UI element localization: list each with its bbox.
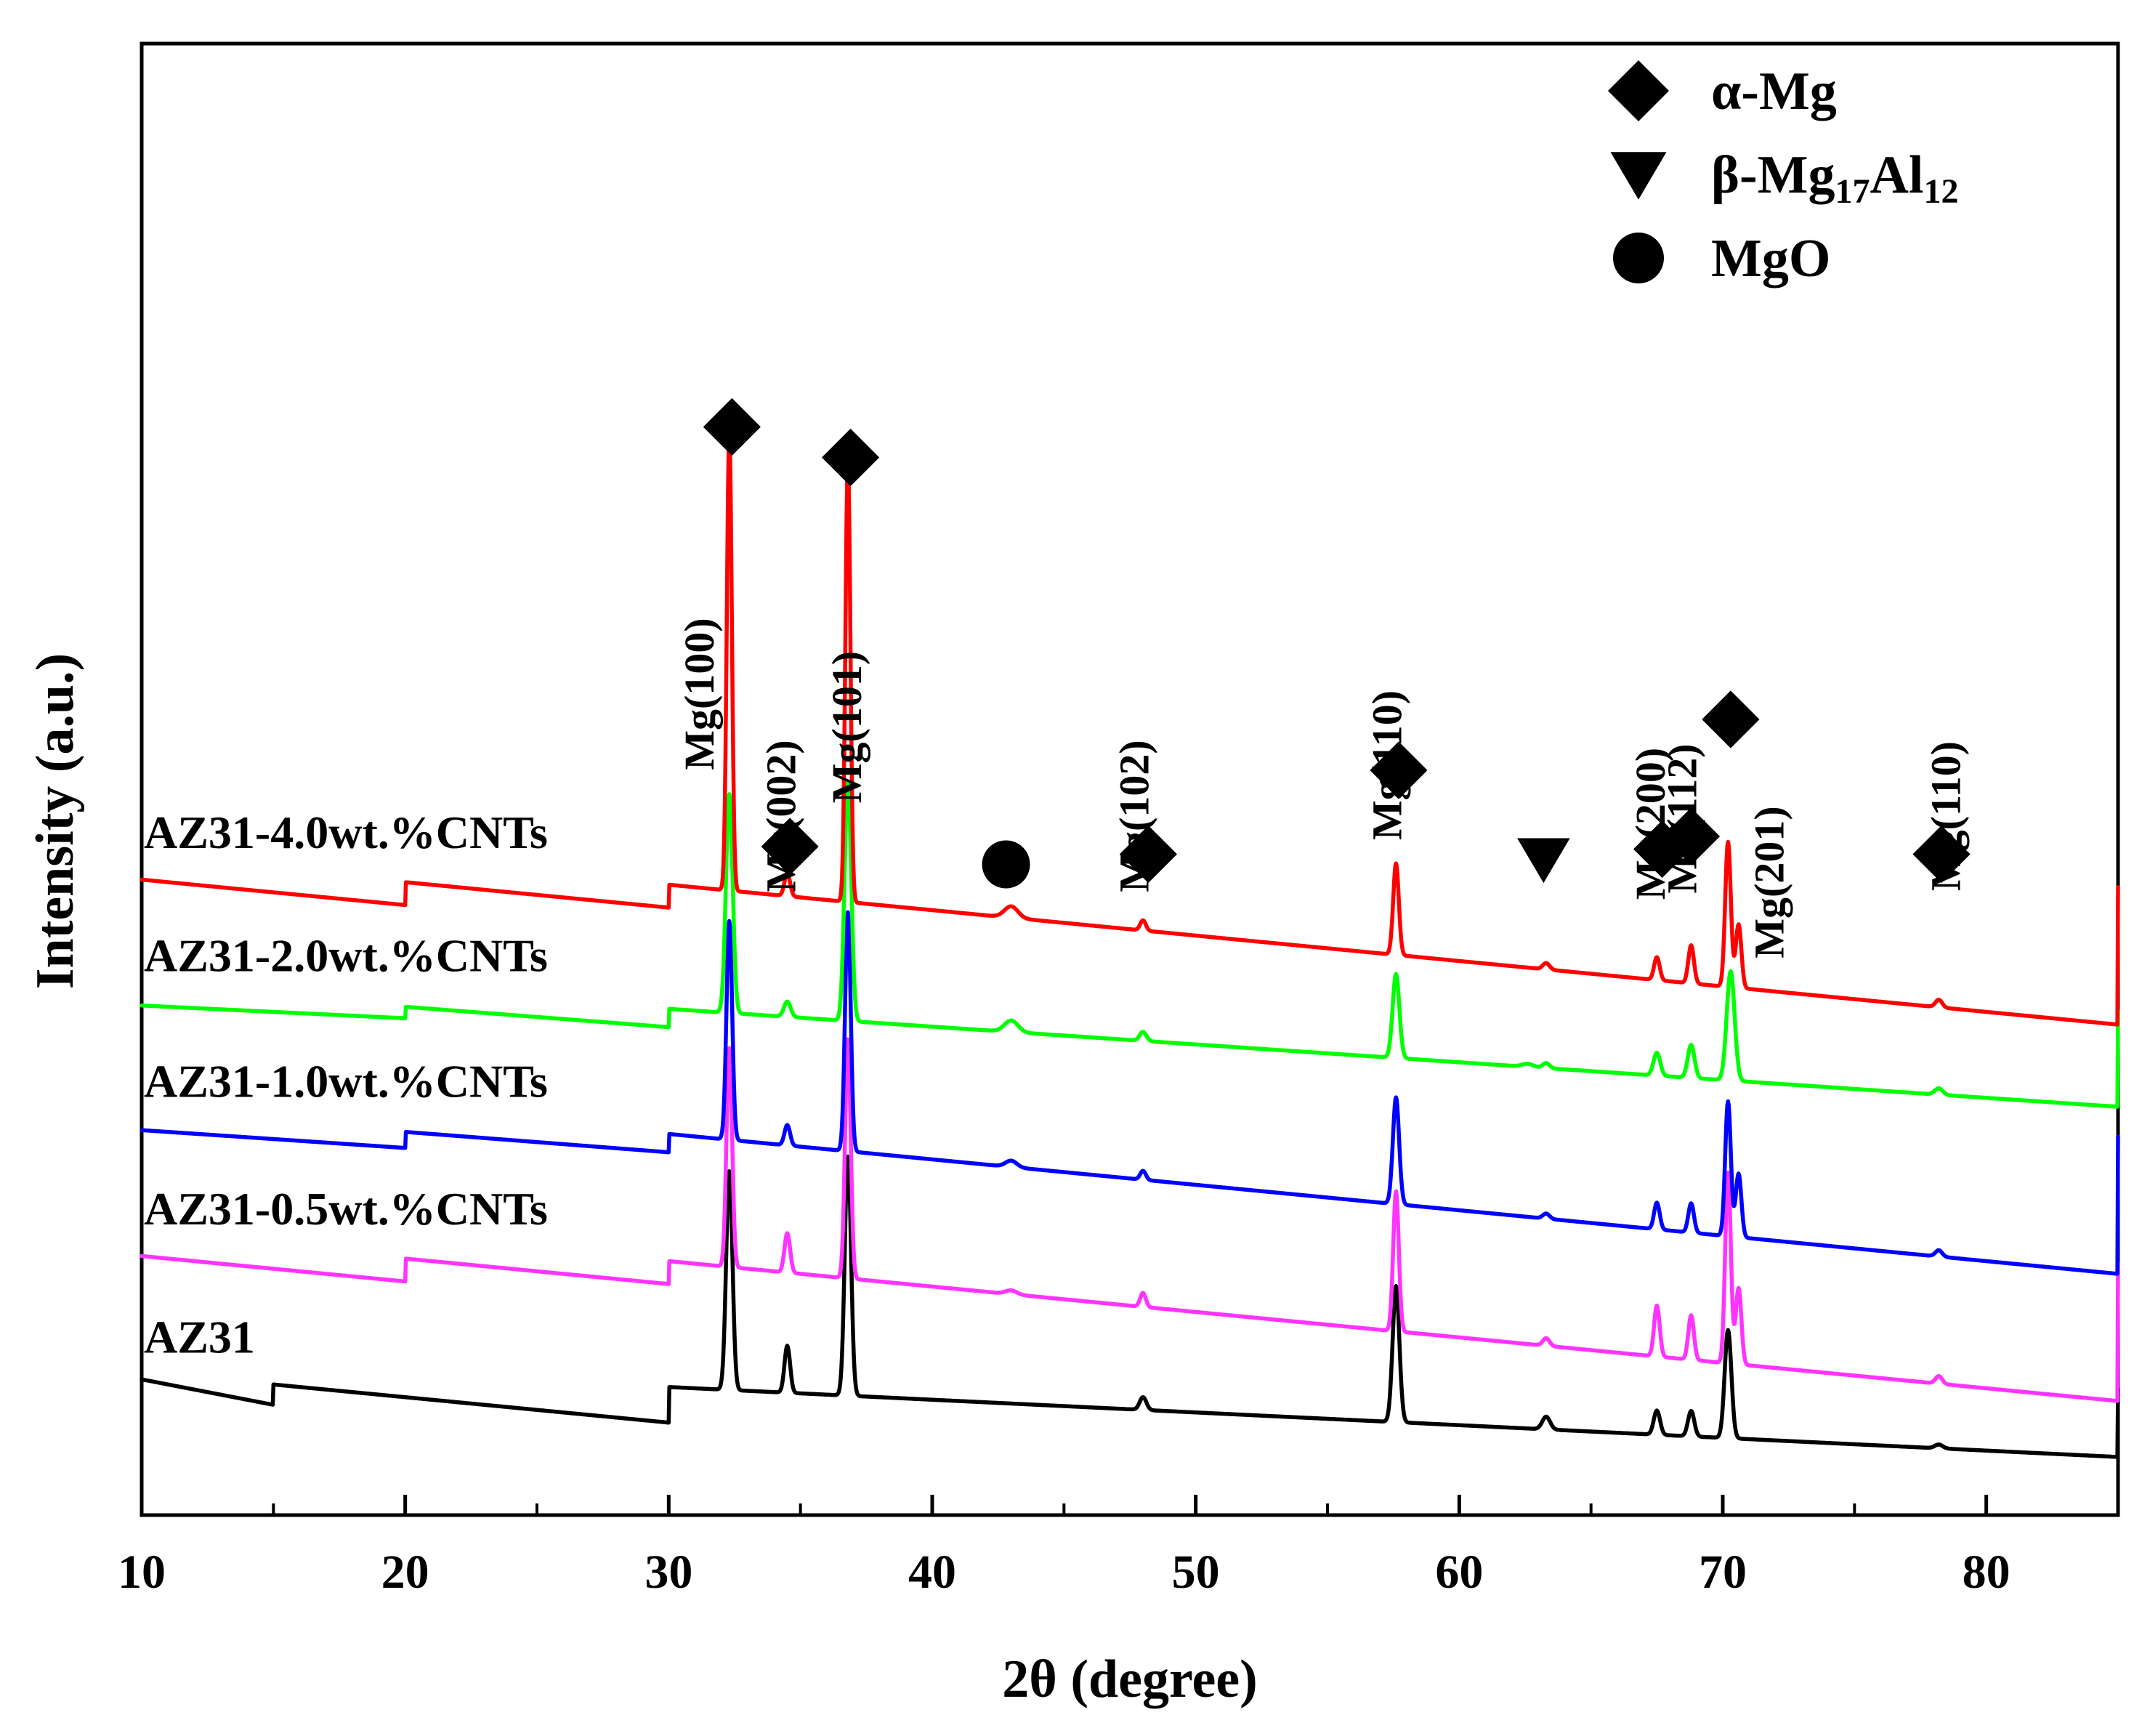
legend-label: β-Mg17Al12: [1711, 145, 1958, 211]
legend-label: α-Mg: [1711, 62, 1837, 121]
legend-text: α-Mg: [1711, 62, 1837, 121]
series-line-2: [140, 910, 2120, 1276]
x-tick-label: 30: [644, 1546, 692, 1599]
y-axis-label: Intensity (a.u.): [25, 653, 85, 990]
x-tick-label: 10: [118, 1546, 166, 1599]
peak-labels: Mg(100) Mg(101) Mg(002) Mg(102) Mg(110) Mg(20…: [676, 618, 1969, 958]
series-line-1: [140, 1037, 2120, 1403]
peak-label: Mg(102): [1110, 740, 1157, 892]
diamond-phase-marker: [1370, 741, 1428, 799]
legend: α-Mg β-Mg17Al12 MgO: [1608, 60, 1958, 288]
series-line-0: [140, 1154, 2120, 1459]
series-label: AZ31: [144, 1312, 255, 1363]
legend-subscript: 17: [1835, 172, 1870, 211]
diamond-phase-marker: [761, 817, 819, 876]
series-line-3: [140, 780, 2120, 1109]
diamond-phase-marker: [1702, 690, 1760, 748]
circle-phase-marker: [982, 840, 1030, 889]
x-tick-label: 20: [381, 1546, 429, 1599]
x-tick-label: 50: [1172, 1546, 1220, 1599]
diamond-phase-marker: [1633, 820, 1692, 879]
legend-label: MgO: [1711, 229, 1830, 288]
x-tick-label: 70: [1699, 1546, 1747, 1599]
x-axis-ticks: 10 20 30 40 50 60 70 80: [118, 1495, 2010, 1599]
diamond-phase-marker: [1662, 807, 1721, 865]
legend-triangle-down-marker: [1610, 152, 1667, 200]
x-tick-label: 40: [908, 1546, 956, 1599]
peak-label: Mg(200): [1627, 748, 1674, 900]
legend-text: Al: [1870, 145, 1923, 205]
peak-label: Mg(110): [1364, 690, 1411, 840]
series-label: AZ31-0.5wt.%CNTs: [144, 1183, 548, 1235]
peak-label: Mg(112): [1659, 743, 1706, 893]
triangle-down-phase-marker: [1517, 838, 1570, 884]
peak-label: Mg(101): [823, 651, 870, 803]
legend-text: MgO: [1711, 229, 1830, 288]
peak-label: Mg(201): [1745, 806, 1793, 958]
series-label: AZ31-1.0wt.%CNTs: [144, 1055, 548, 1107]
series-line-4: [140, 430, 2120, 1027]
peak-label: Mg(110): [1922, 741, 1969, 891]
diamond-phase-marker: [1119, 825, 1177, 884]
x-tick-label: 80: [1963, 1546, 2010, 1599]
phase-markers: [703, 397, 1971, 889]
diamond-phase-marker: [1912, 825, 1971, 884]
plot-frame: [140, 41, 2120, 1517]
peak-label: Mg(100): [676, 618, 723, 770]
legend-text: β-Mg: [1711, 145, 1835, 205]
diamond-phase-marker: [821, 428, 880, 487]
legend-circle-marker: [1613, 233, 1664, 283]
diamond-phase-marker: [703, 397, 761, 456]
x-tick-label: 60: [1435, 1546, 1483, 1599]
x-axis-label: 2θ (degree): [1002, 1650, 1258, 1709]
legend-diamond-marker: [1608, 60, 1669, 121]
series-layer: AZ31 AZ31-0.5wt.%CNTs AZ31-1.0wt.%CNTs AZ31…: [140, 430, 2120, 1459]
peak-label: Mg(002): [757, 740, 804, 892]
legend-subscript: 12: [1923, 172, 1958, 211]
series-label: AZ31-2.0wt.%CNTs: [144, 930, 548, 982]
series-label: AZ31-4.0wt.%CNTs: [144, 807, 548, 858]
